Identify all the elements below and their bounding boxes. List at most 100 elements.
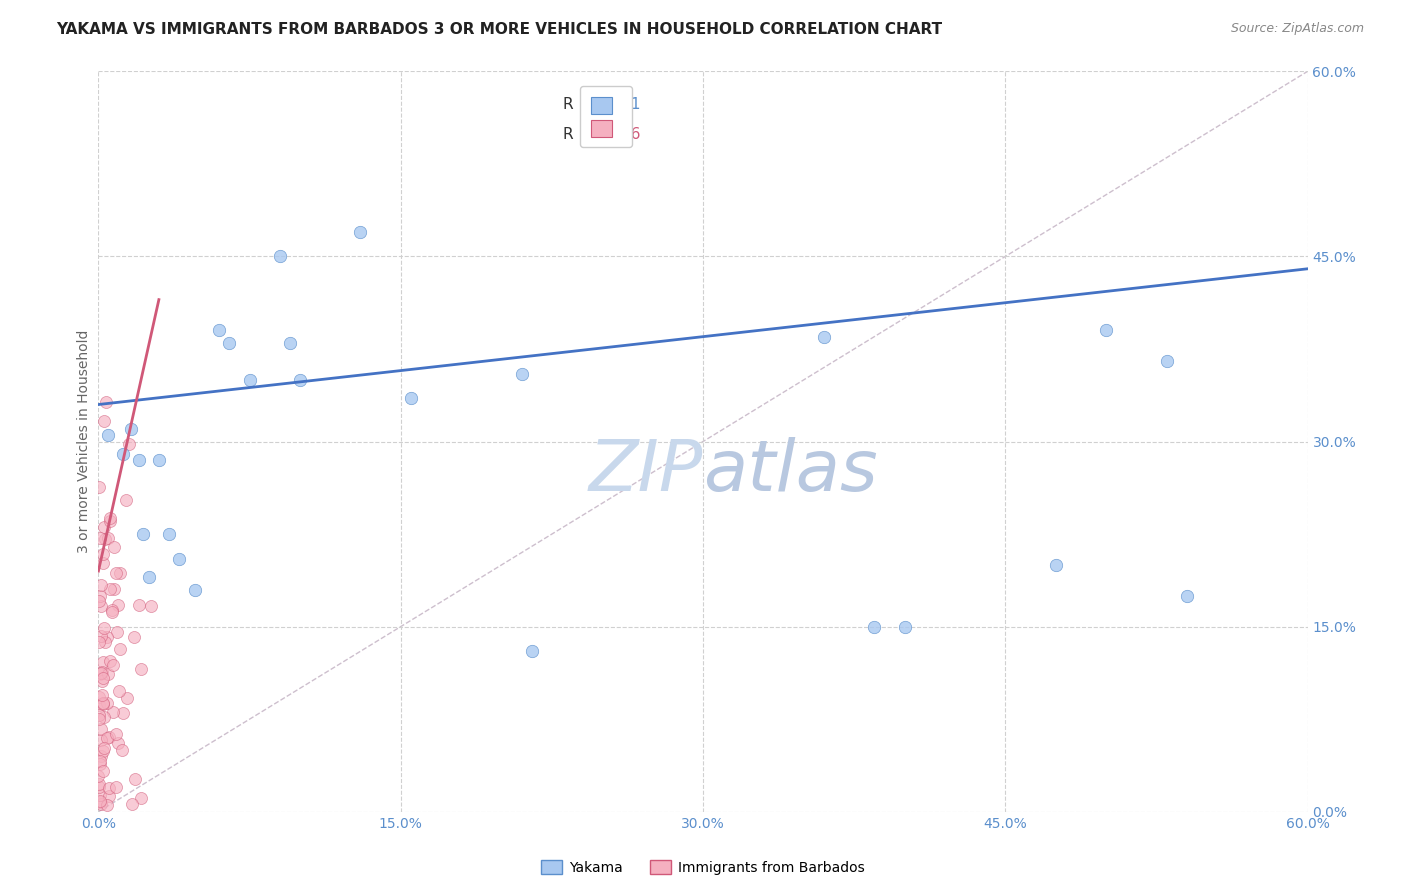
Point <box>93 740 115 755</box>
Point <box>118 436 141 450</box>
Point <box>101 603 124 617</box>
Point <box>90 629 112 643</box>
Point <box>288 373 311 387</box>
Point <box>87 769 110 783</box>
Point <box>91 671 114 685</box>
Point <box>813 329 835 343</box>
Point <box>208 324 231 338</box>
Point <box>148 453 170 467</box>
Text: 85: 85 <box>614 127 633 142</box>
Point <box>94 395 117 409</box>
Point <box>89 757 111 772</box>
Point <box>278 335 301 350</box>
Point <box>97 532 120 546</box>
Point <box>239 373 262 387</box>
Point <box>98 514 121 528</box>
Point <box>96 630 118 644</box>
Point <box>96 696 118 710</box>
Point <box>128 453 150 467</box>
Point <box>184 582 207 597</box>
Point <box>93 519 115 533</box>
Point <box>91 696 114 710</box>
Text: Source: ZipAtlas.com: Source: ZipAtlas.com <box>1230 22 1364 36</box>
Text: 0.191: 0.191 <box>596 96 640 112</box>
Point <box>108 566 131 580</box>
Point <box>107 598 129 612</box>
Point <box>1045 558 1067 572</box>
Point <box>510 367 533 381</box>
Point <box>90 578 112 592</box>
Point <box>167 551 190 566</box>
Point <box>121 797 143 811</box>
Point <box>96 731 118 746</box>
Point <box>120 422 142 436</box>
Point <box>117 690 139 705</box>
Point <box>91 557 114 571</box>
Point <box>100 605 122 619</box>
Point <box>349 225 371 239</box>
Point <box>129 662 152 676</box>
Point <box>132 527 155 541</box>
Point <box>103 582 125 596</box>
Point <box>111 706 134 721</box>
Point <box>105 625 128 640</box>
Point <box>103 705 125 719</box>
Point <box>218 335 240 350</box>
Point <box>89 796 111 810</box>
Text: ZIP: ZIP <box>589 437 703 506</box>
Point <box>90 797 112 811</box>
Point <box>91 655 114 669</box>
Text: R =: R = <box>564 96 596 112</box>
Text: N =: N = <box>579 96 614 112</box>
Point <box>124 772 146 786</box>
Y-axis label: 3 or more Vehicles in Household: 3 or more Vehicles in Household <box>77 330 91 553</box>
Point <box>90 599 112 613</box>
Point <box>91 688 114 702</box>
Point <box>399 392 422 406</box>
Point <box>105 726 128 740</box>
Point <box>89 776 111 790</box>
Point <box>93 709 115 723</box>
Legend: , : , <box>581 87 633 147</box>
Point <box>94 635 117 649</box>
Point <box>893 619 915 633</box>
Point <box>98 654 121 668</box>
Point <box>105 566 128 581</box>
Legend: Yakama, Immigrants from Barbados: Yakama, Immigrants from Barbados <box>536 855 870 880</box>
Point <box>94 533 117 547</box>
Point <box>91 674 114 689</box>
Point <box>105 780 128 795</box>
Point <box>269 249 291 264</box>
Point <box>93 414 115 428</box>
Point <box>93 622 115 636</box>
Point <box>1095 324 1118 338</box>
Point <box>90 733 112 747</box>
Point <box>91 697 114 711</box>
Text: N =: N = <box>579 127 614 142</box>
Text: 0.156: 0.156 <box>596 127 640 142</box>
Point <box>98 511 121 525</box>
Point <box>863 619 886 633</box>
Point <box>91 744 114 758</box>
Point <box>96 797 118 812</box>
Point <box>107 736 129 750</box>
Point <box>108 684 131 698</box>
Text: 27: 27 <box>614 96 633 112</box>
Point <box>114 492 136 507</box>
Point <box>91 764 114 779</box>
Text: atlas: atlas <box>703 437 877 506</box>
Point <box>91 665 114 680</box>
Point <box>90 665 112 680</box>
Text: YAKAMA VS IMMIGRANTS FROM BARBADOS 3 OR MORE VEHICLES IN HOUSEHOLD CORRELATION C: YAKAMA VS IMMIGRANTS FROM BARBADOS 3 OR … <box>56 22 942 37</box>
Point <box>89 754 111 768</box>
Point <box>157 527 180 541</box>
Point <box>103 540 125 554</box>
Point <box>90 722 112 736</box>
Point <box>90 748 112 763</box>
Point <box>520 644 543 658</box>
Point <box>89 712 111 726</box>
Point <box>89 666 111 681</box>
Point <box>97 667 120 681</box>
Point <box>98 789 121 803</box>
Point <box>87 780 110 795</box>
